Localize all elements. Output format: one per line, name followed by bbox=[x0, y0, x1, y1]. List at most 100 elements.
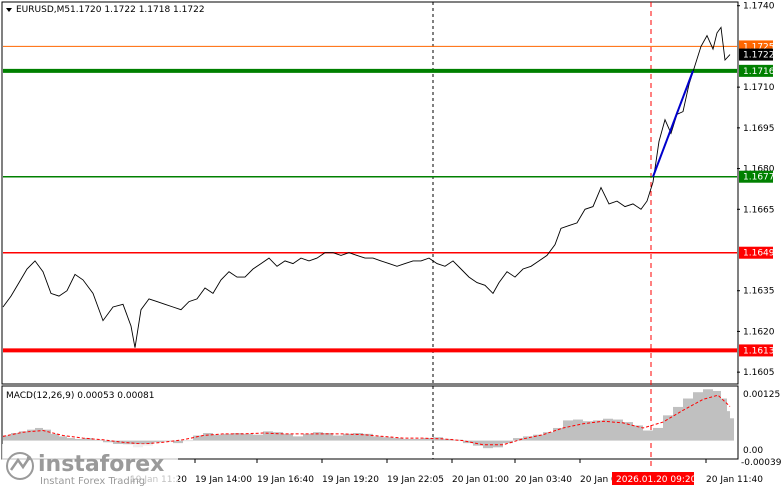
price-pane bbox=[1, 1, 739, 385]
x-tick-label-1: 19 Jan 14:00 bbox=[195, 475, 252, 485]
level-badge-4 bbox=[739, 344, 773, 357]
level-badge-1 bbox=[739, 64, 773, 77]
macd-bar-26 bbox=[243, 433, 253, 441]
logo-tagline: Instant Forex Trading bbox=[40, 476, 145, 487]
chevron-down-icon[interactable] bbox=[6, 8, 12, 12]
macd-bar-8 bbox=[67, 438, 75, 441]
y-tick-label-7: 1.1605 bbox=[743, 368, 775, 378]
macd-bar-69 bbox=[673, 406, 683, 441]
instaforex-logo: instaforex Instant Forex Trading bbox=[2, 444, 178, 488]
macd-bar-62 bbox=[603, 418, 613, 441]
macd-bar-30 bbox=[283, 433, 293, 441]
macd-bar-42 bbox=[403, 438, 413, 441]
macd-bar-38 bbox=[363, 433, 373, 441]
macd-bar-35 bbox=[333, 435, 343, 441]
macd-bar-32 bbox=[303, 433, 313, 441]
y-tick-label-6: 1.1620 bbox=[743, 327, 775, 337]
macd-bar-72 bbox=[703, 389, 713, 441]
macd-bar-36 bbox=[343, 433, 353, 441]
macd-bar-73 bbox=[713, 390, 721, 441]
macd-bar-67 bbox=[653, 427, 663, 441]
level-badge-label-0: 1.1725 bbox=[743, 42, 775, 52]
chart-ohlc: 1.1720 1.1722 1.1718 1.1722 bbox=[70, 5, 205, 15]
macd-bar-44 bbox=[423, 438, 433, 441]
y-tick-label-5: 1.1635 bbox=[743, 287, 775, 297]
macd-bar-25 bbox=[233, 433, 243, 441]
macd-label: MACD(12,26,9) 0.00053 0.00081 bbox=[6, 391, 155, 401]
macd-bar-60 bbox=[583, 421, 593, 441]
macd-bar-70 bbox=[683, 398, 693, 441]
price-axis: 1.1740 1.1710 1.1695 1.1680 1.1665 1.1635 1.16… bbox=[737, 2, 775, 378]
current-price-badge bbox=[739, 48, 773, 61]
price-series bbox=[2, 26, 731, 348]
macd-bar-9 bbox=[75, 438, 83, 441]
x-tick-label-4: 19 Jan 22:05 bbox=[387, 475, 444, 485]
macd-bar-63 bbox=[613, 419, 623, 441]
macd-bar-12 bbox=[103, 440, 113, 443]
macd-bar-68 bbox=[663, 415, 673, 441]
y-tick-label-1: 1.1710 bbox=[743, 83, 775, 93]
macd-bar-52 bbox=[503, 440, 513, 444]
macd-bar-0 bbox=[3, 435, 11, 441]
macd-bar-55 bbox=[533, 434, 543, 441]
macd-bar-3 bbox=[27, 429, 35, 441]
x-tick-label-5: 20 Jan 01:00 bbox=[452, 475, 509, 485]
macd-bar-51 bbox=[493, 440, 503, 448]
level-badge-3 bbox=[739, 246, 773, 259]
macd-bar-76 bbox=[730, 418, 734, 441]
logo-brand: instaforex bbox=[38, 452, 164, 477]
macd-bar-6 bbox=[51, 433, 59, 441]
x-tick-label-8: 20 Jan 11:40 bbox=[706, 475, 763, 485]
macd-bar-5 bbox=[43, 429, 51, 441]
current-price-label: 1.1722 bbox=[743, 51, 775, 61]
macd-tick-top: 0.00125 bbox=[743, 390, 780, 400]
x-tick-label-7: 20 Jan 0 bbox=[580, 475, 617, 485]
macd-bar-57 bbox=[553, 427, 563, 441]
macd-bar-31 bbox=[293, 436, 303, 441]
macd-bar-54 bbox=[523, 436, 533, 441]
current-time-badge bbox=[612, 472, 694, 485]
level-badge-label-3: 1.1649 bbox=[743, 249, 775, 259]
y-tick-label-0: 1.1740 bbox=[743, 2, 775, 12]
macd-bar-34 bbox=[323, 433, 333, 441]
macd-bar-61 bbox=[593, 420, 603, 441]
macd-bar-4 bbox=[35, 427, 43, 441]
macd-bar-27 bbox=[253, 434, 263, 441]
macd-bar-18 bbox=[163, 440, 173, 442]
macd-bar-71 bbox=[693, 392, 703, 441]
macd-bar-50 bbox=[483, 440, 493, 449]
macd-bar-58 bbox=[563, 420, 573, 441]
y-tick-label-3: 1.1680 bbox=[743, 165, 775, 175]
macd-bar-56 bbox=[543, 432, 553, 441]
macd-bar-1 bbox=[11, 433, 19, 441]
macd-bar-39 bbox=[373, 436, 383, 441]
macd-bar-13 bbox=[113, 440, 123, 444]
macd-bar-11 bbox=[93, 439, 103, 441]
macd-bar-2 bbox=[19, 431, 27, 441]
macd-bar-17 bbox=[153, 440, 163, 443]
level-badge-label-4: 1.1613 bbox=[743, 346, 775, 356]
level-badge-label-2: 1.1677 bbox=[743, 173, 775, 183]
current-time-text: 2026.01.20 09:20 bbox=[616, 475, 697, 485]
chart-symbol: EURUSD,M5 bbox=[16, 5, 70, 15]
macd-series bbox=[2, 389, 734, 449]
macd-tick-zero: 0.00 bbox=[743, 446, 763, 456]
macd-bar-19 bbox=[173, 440, 183, 444]
macd-bar-33 bbox=[313, 432, 323, 441]
macd-signal-line bbox=[2, 394, 731, 446]
macd-bar-41 bbox=[393, 438, 403, 441]
macd-bar-49 bbox=[473, 440, 483, 446]
macd-bar-40 bbox=[383, 437, 393, 441]
macd-bar-75 bbox=[727, 411, 730, 441]
macd-bar-59 bbox=[573, 419, 583, 441]
macd-bar-43 bbox=[413, 438, 423, 441]
macd-bar-64 bbox=[623, 422, 633, 441]
level-badge-2 bbox=[739, 170, 773, 183]
macd-bar-22 bbox=[203, 433, 213, 441]
macd-tick-bottom: -0.00039 bbox=[741, 458, 781, 468]
macd-bar-21 bbox=[193, 435, 203, 441]
price-levels bbox=[3, 45, 737, 353]
macd-bar-37 bbox=[353, 433, 363, 441]
logo-mark-icon bbox=[6, 452, 34, 480]
